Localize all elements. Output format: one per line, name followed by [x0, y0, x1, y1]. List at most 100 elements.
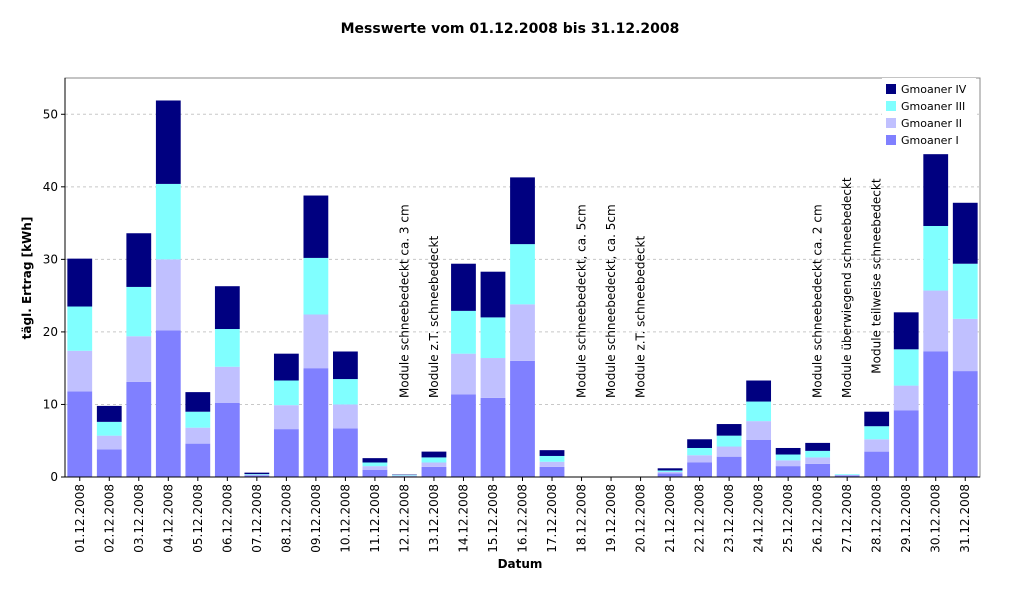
- bar-segment: [273, 380, 299, 406]
- bar-segment: [362, 458, 388, 463]
- bar-segment: [333, 428, 358, 477]
- bar-segment: [510, 360, 535, 477]
- bar-segment: [392, 474, 417, 476]
- x-tick-label: 23.12.2008: [722, 484, 736, 553]
- x-tick-label: 04.12.2008: [161, 484, 175, 553]
- bar-segment: [480, 358, 506, 398]
- bar-segment: [510, 304, 535, 361]
- bar-segment: [539, 461, 565, 467]
- bar-segment: [480, 397, 506, 477]
- bar-segment: [539, 466, 565, 477]
- y-tick-label: 50: [43, 107, 58, 121]
- legend-box: [882, 78, 976, 152]
- bar-segment: [716, 446, 742, 457]
- bar-segment: [864, 439, 890, 452]
- bar-segment: [244, 474, 270, 475]
- bar-segment: [451, 310, 476, 354]
- bar-segment: [657, 468, 683, 471]
- annotation: Module schneebedeckt, ca. 5cm: [575, 204, 589, 398]
- x-tick-label: 19.12.2008: [604, 484, 618, 553]
- annotation: Module schneebedeckt ca. 3 cm: [397, 204, 411, 398]
- bar-segment: [244, 474, 270, 476]
- bar-segment: [244, 472, 270, 475]
- x-tick-label: 12.12.2008: [397, 484, 411, 553]
- bar-segment: [273, 429, 299, 477]
- bar-segment: [539, 455, 565, 462]
- x-tick-label: 10.12.2008: [338, 484, 352, 553]
- bar-segment: [805, 450, 831, 458]
- legend-label: Gmoaner II: [901, 117, 962, 130]
- bar-segment: [333, 404, 358, 429]
- x-tick-label: 27.12.2008: [840, 484, 854, 553]
- x-tick-label: 24.12.2008: [752, 484, 766, 553]
- bar-segment: [214, 366, 240, 404]
- bar-segment: [362, 462, 388, 467]
- bar-segment: [805, 442, 831, 451]
- bar-segment: [746, 380, 772, 402]
- bar-segment: [716, 435, 742, 447]
- bar-segment: [303, 195, 329, 258]
- bar-segment: [273, 405, 299, 430]
- bar-segment: [952, 263, 978, 319]
- bar-segment: [775, 460, 801, 467]
- bar-segment: [923, 225, 949, 291]
- bar-segment: [480, 271, 506, 318]
- x-tick-label: 22.12.2008: [693, 484, 707, 553]
- bar-segment: [952, 371, 978, 477]
- bar-segment: [244, 475, 270, 477]
- bar-segment: [923, 154, 949, 226]
- x-tick-label: 02.12.2008: [102, 484, 116, 553]
- bar-segment: [451, 263, 476, 311]
- bar-segment: [96, 449, 122, 477]
- bar-segment: [185, 411, 211, 428]
- x-axis-title: Datum: [498, 557, 543, 571]
- bar-segment: [67, 391, 93, 477]
- annotation: Module teilweise schneebedeckt: [870, 178, 884, 374]
- bar-segment: [392, 475, 417, 477]
- bar-segment: [185, 427, 211, 444]
- bar-segment: [214, 286, 240, 330]
- bar-segment: [421, 457, 447, 463]
- bar-segment: [185, 392, 211, 412]
- bar-segment: [746, 421, 772, 441]
- bar-segment: [421, 451, 447, 458]
- bar-segment: [155, 259, 181, 331]
- bar-segment: [893, 385, 919, 411]
- bar-segment: [303, 314, 329, 369]
- bar-segment: [834, 475, 860, 477]
- bar-segment: [273, 353, 299, 381]
- bar-segment: [805, 457, 831, 464]
- bar-segment: [834, 474, 860, 476]
- x-tick-label: 25.12.2008: [781, 484, 795, 553]
- legend-label: Gmoaner IV: [901, 83, 967, 96]
- annotation: Module schneebedeckt ca. 2 cm: [811, 204, 825, 398]
- bar-segment: [155, 330, 181, 477]
- bar-segment: [480, 317, 506, 359]
- bar-segment: [687, 439, 712, 448]
- legend-swatch: [886, 118, 896, 128]
- x-tick-label: 18.12.2008: [575, 484, 589, 553]
- bar-segment: [539, 450, 565, 456]
- x-tick-label: 26.12.2008: [811, 484, 825, 553]
- bar-segment: [451, 394, 476, 477]
- bar-segment: [834, 474, 860, 475]
- x-tick-label: 29.12.2008: [899, 484, 913, 553]
- annotation: Module überwiegend schneebedeckt: [840, 177, 854, 398]
- x-tick-label: 06.12.2008: [220, 484, 234, 553]
- y-tick-label: 10: [43, 397, 58, 411]
- bar-segment: [687, 462, 712, 477]
- bar-segment: [716, 424, 742, 436]
- bar-segment: [185, 443, 211, 477]
- bar-segment: [864, 411, 890, 427]
- chart-title: Messwerte vom 01.12.2008 bis 31.12.2008: [341, 21, 680, 37]
- bar-segment: [333, 379, 358, 405]
- bar-segment: [893, 312, 919, 350]
- bar-segment: [303, 368, 329, 477]
- bar-segment: [362, 466, 388, 470]
- legend-swatch: [886, 101, 896, 111]
- bar-segment: [126, 233, 152, 287]
- y-tick-label: 30: [43, 252, 58, 266]
- bar-segment: [126, 286, 152, 337]
- bar-segment: [96, 405, 122, 422]
